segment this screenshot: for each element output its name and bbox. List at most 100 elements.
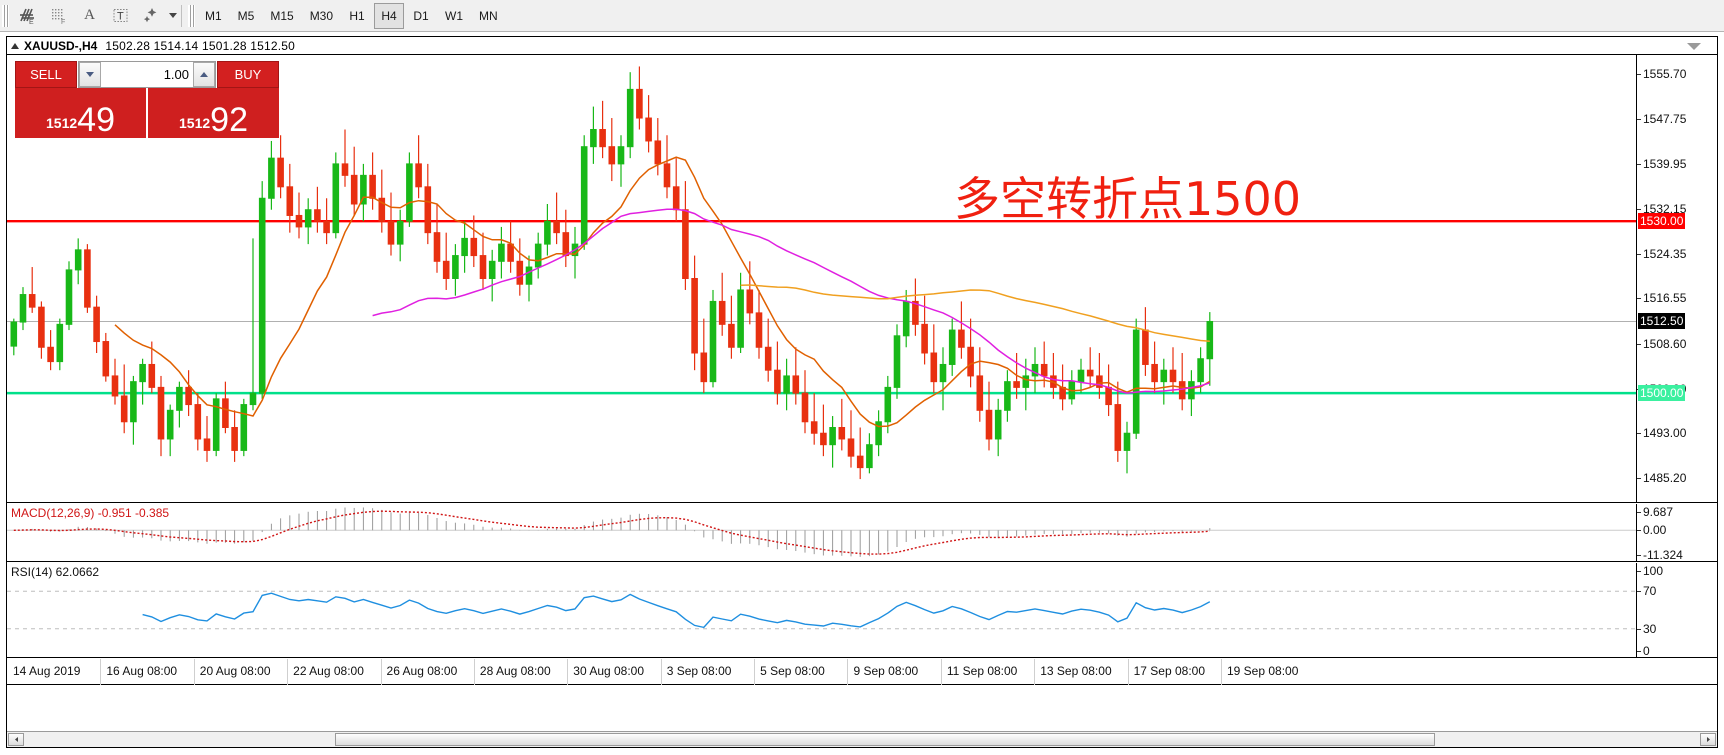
price-axis-tick xyxy=(1637,73,1641,75)
axis-tick xyxy=(1637,651,1641,652)
price-axis[interactable]: 1555.70 1547.75 1539.95 1532.15 1524.35 1516.… xyxy=(1636,55,1717,502)
time-axis-separator xyxy=(1221,659,1222,685)
main-toolbar: E F A T M1 M5 M15 M30 H1 H4 D1 W1 MN xyxy=(0,0,1724,32)
rsi-plot-area[interactable] xyxy=(7,563,1636,657)
price-axis-tick xyxy=(1637,164,1641,166)
collapse-icon[interactable] xyxy=(11,42,19,49)
price-axis-label: 1524.35 xyxy=(1643,246,1687,261)
time-axis-label: 17 Sep 08:00 xyxy=(1133,664,1206,678)
time-axis-separator xyxy=(754,659,756,685)
price-axis-tick xyxy=(1637,119,1641,121)
timeframe-mn[interactable]: MN xyxy=(479,8,498,23)
scroll-left-icon[interactable] xyxy=(8,733,24,746)
axis-tick xyxy=(1637,530,1641,532)
axis-label: 0.00 xyxy=(1643,523,1667,538)
toolbar-separator xyxy=(181,4,182,27)
buy-price-cell[interactable]: 1512 92 xyxy=(148,88,279,138)
support-price-badge: 1500.00 xyxy=(1638,385,1686,402)
price-axis-label: 1539.95 xyxy=(1643,157,1687,172)
price-axis-label: 1493.00 xyxy=(1643,426,1687,441)
timeframe-w1[interactable]: W1 xyxy=(445,8,464,23)
time-axis-label: 30 Aug 08:00 xyxy=(573,664,645,678)
time-axis-separator xyxy=(473,659,475,685)
buy-button[interactable]: BUY xyxy=(217,61,279,88)
toolbar-grip[interactable] xyxy=(2,4,9,27)
buy-price-pips: 92 xyxy=(210,101,248,139)
svg-text:T: T xyxy=(117,11,124,23)
time-axis-label: 26 Aug 08:00 xyxy=(386,664,458,678)
price-axis-tick xyxy=(1637,433,1641,435)
volume-increment-icon[interactable] xyxy=(193,62,215,87)
axis-tick xyxy=(1637,628,1641,630)
timeframe-m5[interactable]: M5 xyxy=(237,8,255,23)
sell-price-cell[interactable]: 1512 49 xyxy=(15,88,146,138)
axis-label: 100 xyxy=(1643,564,1664,578)
rsi-axis: 100 70 30 0 xyxy=(1636,563,1717,658)
horizontal-scrollbar[interactable] xyxy=(7,731,1717,747)
time-axis-separator xyxy=(1034,659,1036,685)
macd-plot-area[interactable] xyxy=(7,504,1636,561)
svg-text:F: F xyxy=(61,19,65,25)
price-axis-label: 1485.20 xyxy=(1643,470,1687,485)
buy-price-main: 1512 xyxy=(179,115,211,131)
text-label-icon[interactable]: A xyxy=(84,7,95,23)
timeframe-m1[interactable]: M1 xyxy=(205,8,222,23)
axis-tick xyxy=(1637,591,1641,593)
indicators-icon[interactable]: E xyxy=(12,2,43,30)
price-pane[interactable]: 1555.70 1547.75 1539.95 1532.15 1524.35 1516.… xyxy=(7,55,1717,503)
time-axis-separator xyxy=(287,659,289,685)
timeframe-group: M1 M5 M15 M30 H1 H4 D1 W1 MN xyxy=(198,2,505,29)
timeframe-m15[interactable]: M15 xyxy=(270,8,294,23)
templates-icon[interactable] xyxy=(136,2,167,30)
time-axis-separator xyxy=(940,659,942,685)
chart-symbol-label: XAUUSD-,H4 xyxy=(24,38,98,53)
price-axis-label: 1547.75 xyxy=(1643,112,1687,127)
price-axis-label: 1508.60 xyxy=(1643,336,1687,351)
oct-price-row: 1512 49 1512 92 xyxy=(15,88,279,138)
time-axis-separator xyxy=(380,659,382,685)
current-price-badge: 1512.50 xyxy=(1638,313,1686,330)
time-axis-label: 5 Sep 08:00 xyxy=(760,664,825,678)
svg-text:E: E xyxy=(29,19,34,25)
scrollbar-thumb[interactable] xyxy=(335,733,1435,746)
sell-price-main: 1512 xyxy=(46,115,78,131)
time-axis-label: 28 Aug 08:00 xyxy=(479,664,551,678)
axis-label: 30 xyxy=(1643,621,1657,636)
volume-input[interactable]: 1.00 xyxy=(163,67,189,82)
chart-panes: 1555.70 1547.75 1539.95 1532.15 1524.35 1516.… xyxy=(7,55,1717,747)
time-axis[interactable]: 14 Aug 2019 16 Aug 08:00 20 Aug 08:00 22 Au… xyxy=(7,659,1717,685)
price-axis-label: 1516.55 xyxy=(1643,291,1687,306)
chart-menu-icon[interactable] xyxy=(1687,43,1701,50)
scroll-right-icon[interactable] xyxy=(1700,733,1716,746)
rsi-chart xyxy=(7,590,1636,630)
sell-button[interactable]: SELL xyxy=(15,61,77,88)
timeframe-h4[interactable]: H4 xyxy=(374,2,405,29)
templates-dropdown-icon[interactable] xyxy=(169,13,177,18)
volume-stepper[interactable]: 1.00 xyxy=(78,61,216,88)
chart-titlebar: XAUUSD-,H4 1502.28 1514.14 1501.28 1512.… xyxy=(7,37,1717,55)
time-axis-separator xyxy=(660,659,662,685)
price-axis-label: 1555.70 xyxy=(1643,66,1687,81)
axis-label: -11.324 xyxy=(1643,548,1683,562)
time-axis-label: 9 Sep 08:00 xyxy=(853,664,919,678)
grid-icon[interactable]: F xyxy=(43,2,74,30)
axis-label: 70 xyxy=(1643,584,1657,599)
chart-ohlc-values: 1502.28 1514.14 1501.28 1512.50 xyxy=(105,38,296,53)
price-plot-area[interactable] xyxy=(7,55,1636,502)
timeframe-m30[interactable]: M30 xyxy=(309,8,334,23)
price-axis-tick xyxy=(1637,253,1641,255)
time-axis-label: 20 Aug 08:00 xyxy=(199,664,271,678)
rsi-pane[interactable]: RSI(14) 62.0662 100 70 30 0 xyxy=(7,563,1717,658)
axis-tick xyxy=(1637,512,1641,513)
chart-annotation-text: 多空转折点1500 xyxy=(954,172,1302,226)
axis-tick xyxy=(1637,555,1641,556)
volume-decrement-icon[interactable] xyxy=(79,62,101,87)
timeframe-grip[interactable] xyxy=(188,4,195,27)
price-axis-tick xyxy=(1637,208,1641,210)
one-click-trading-panel: SELL 1.00 BUY 1512 49 1512 92 xyxy=(15,61,279,138)
timeframe-d1[interactable]: D1 xyxy=(413,8,429,23)
price-axis-label: 1532.15 xyxy=(1643,201,1687,216)
text-box-icon[interactable]: T xyxy=(105,2,136,30)
timeframe-h1[interactable]: H1 xyxy=(349,8,365,23)
macd-pane[interactable]: MACD(12,26,9) -0.951 -0.385 9.687 0.00 -11… xyxy=(7,504,1717,562)
